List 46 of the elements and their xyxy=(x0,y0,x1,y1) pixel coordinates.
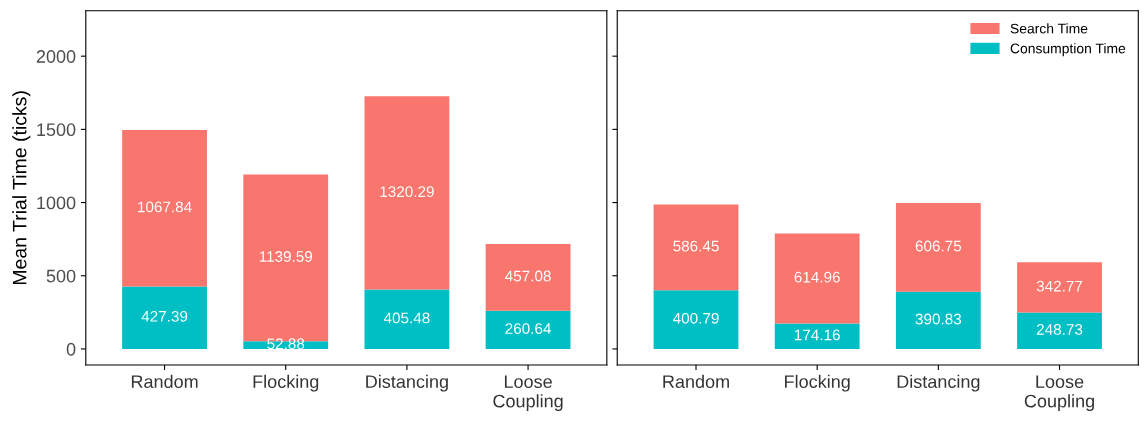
y-tick-label: 500 xyxy=(46,269,76,283)
x-tick-label: Random xyxy=(131,374,198,389)
data-label: 427.39 xyxy=(141,310,188,322)
y-axis-title: Mean Trial Time (ticks) xyxy=(12,91,31,285)
bar xyxy=(364,96,450,290)
y-tick-label: 1500 xyxy=(37,123,76,137)
bar xyxy=(485,310,571,349)
x-tick-label: Loose Coupling xyxy=(493,375,563,412)
data-label: 342.77 xyxy=(1036,280,1083,292)
bar xyxy=(485,243,571,311)
bar xyxy=(895,291,981,349)
data-label: 1139.59 xyxy=(259,251,313,262)
x-tick-label: Flocking xyxy=(253,374,319,392)
bar xyxy=(653,204,739,291)
x-tick-label: Flocking xyxy=(785,374,850,392)
data-label: 174.16 xyxy=(794,329,840,341)
data-label: 260.64 xyxy=(505,323,551,334)
bar xyxy=(364,289,450,349)
data-label: 1067.84 xyxy=(138,201,192,213)
data-label: 606.75 xyxy=(915,240,962,252)
bar xyxy=(1017,262,1102,313)
x-tick-label: Loose Coupling xyxy=(1024,375,1094,412)
legend-label: Consumption Time xyxy=(1010,43,1126,57)
data-label: 390.83 xyxy=(915,313,962,325)
bar xyxy=(653,290,739,349)
data-label: 614.96 xyxy=(794,271,840,283)
x-tick-label: Distancing xyxy=(366,374,448,392)
data-label: 400.79 xyxy=(673,312,719,324)
y-tick-label: 2000 xyxy=(36,50,76,63)
data-label: 586.45 xyxy=(673,240,719,252)
data-label: 248.73 xyxy=(1036,324,1083,335)
bar xyxy=(122,130,207,287)
x-tick-label: Random xyxy=(663,374,729,389)
y-tick-label: 0 xyxy=(66,342,76,356)
data-label: 1320.29 xyxy=(380,186,434,198)
bar xyxy=(1017,312,1102,349)
legend-label: Search Time xyxy=(1010,23,1088,34)
data-label: 52.88 xyxy=(267,338,305,350)
bar xyxy=(895,202,981,292)
bar xyxy=(774,233,860,324)
bar xyxy=(774,323,860,349)
y-tick-label: 1000 xyxy=(37,196,76,210)
bar xyxy=(122,286,207,349)
data-label: 457.08 xyxy=(505,270,551,282)
x-tick-label: Distancing xyxy=(897,374,980,392)
data-label: 405.48 xyxy=(383,312,430,324)
